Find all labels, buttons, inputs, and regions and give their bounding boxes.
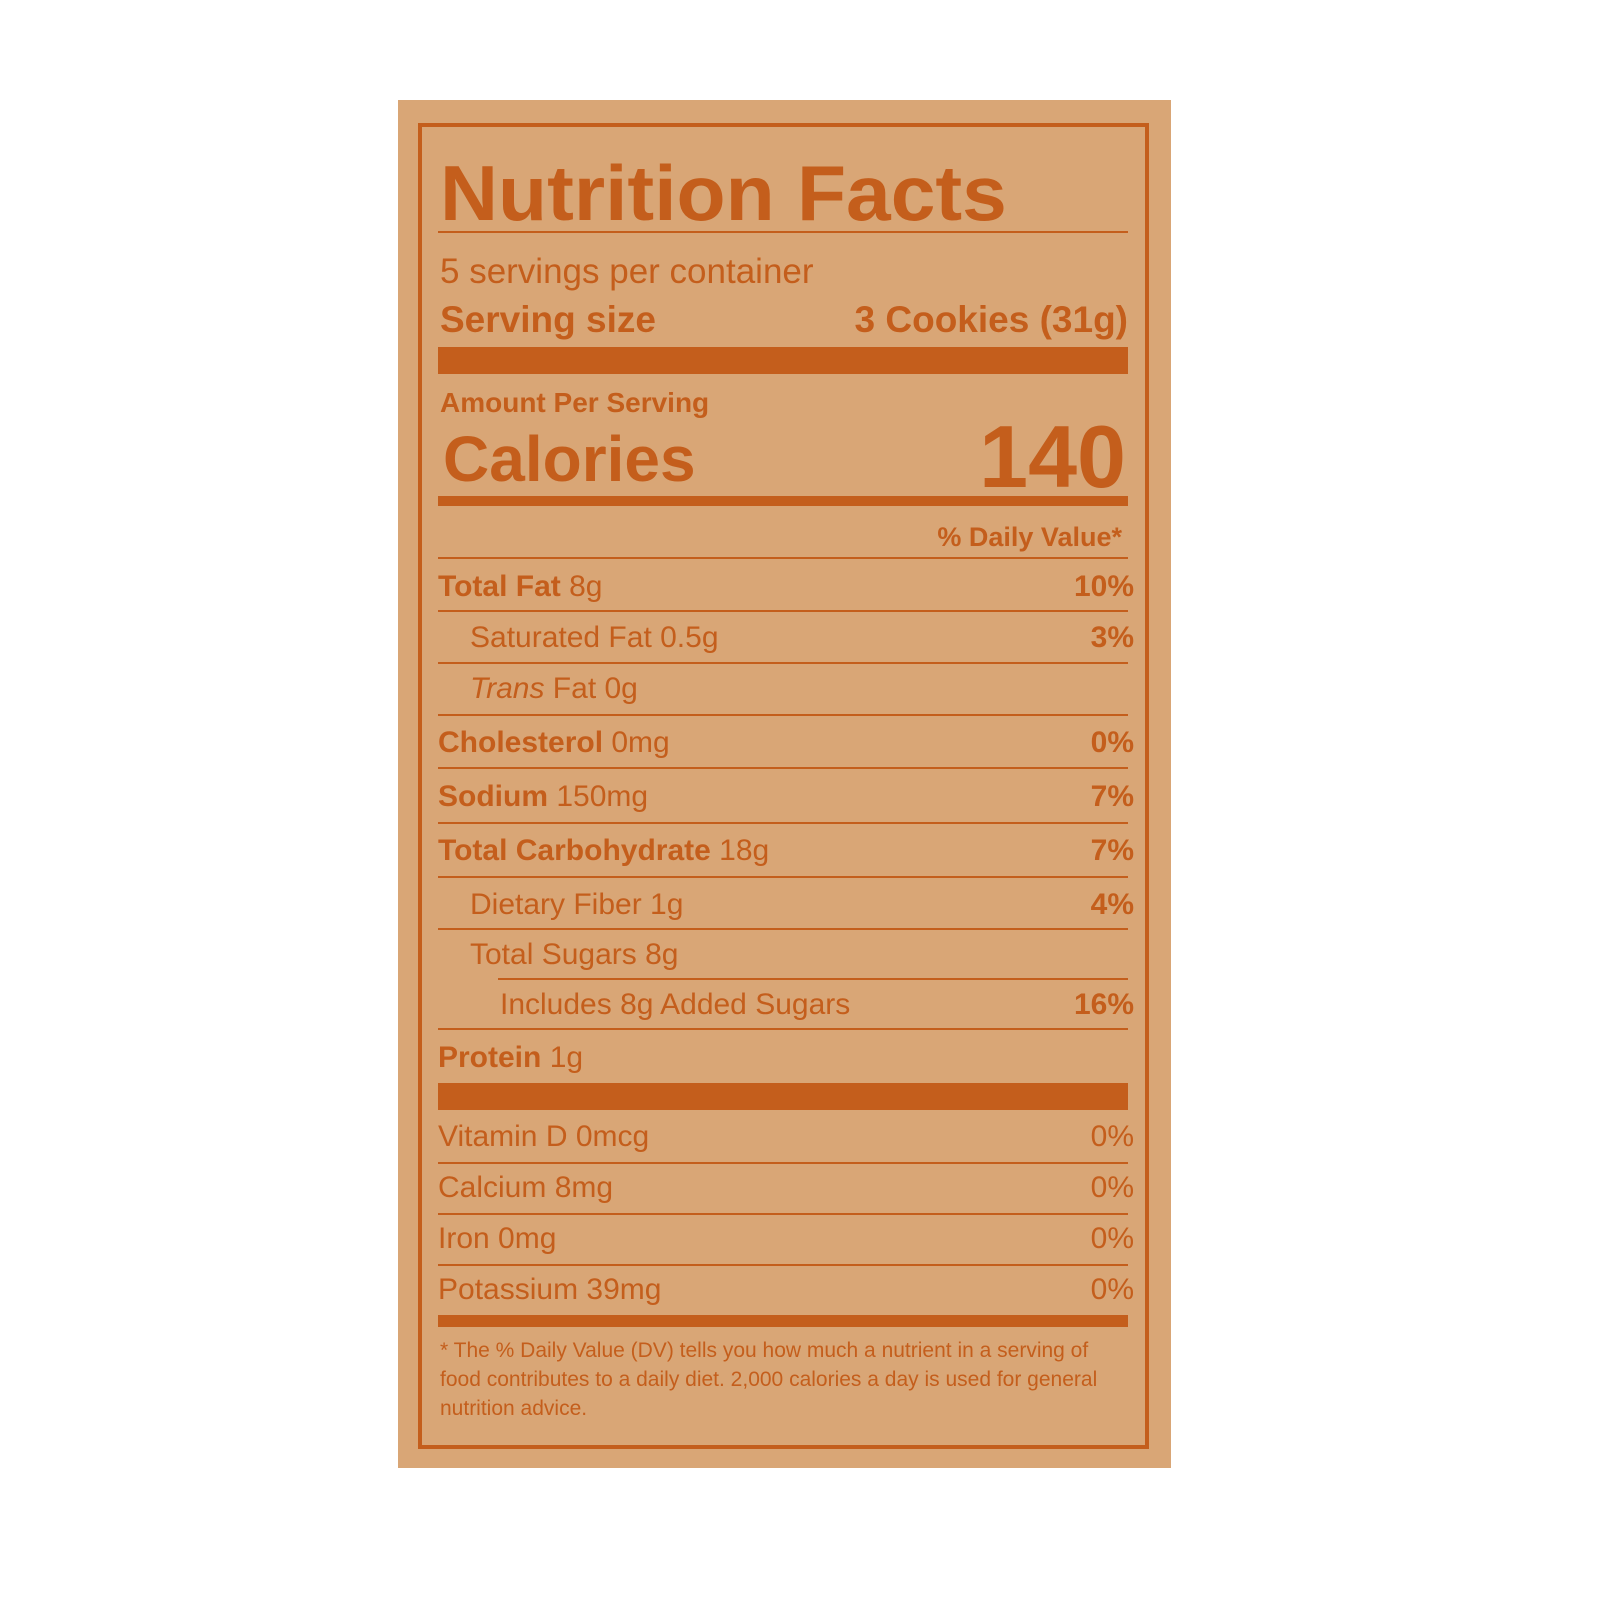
vitamin-row: Calcium 8mg 0% bbox=[438, 1168, 1134, 1208]
vitamin-row: Vitamin D 0mcg 0% bbox=[438, 1117, 1134, 1157]
nutrient-amount: 1g bbox=[541, 1041, 584, 1074]
nutrient-label: Dietary Fiber 1g bbox=[470, 885, 683, 925]
serving-size-value: 3 Cookies (31g) bbox=[854, 299, 1128, 340]
nutrient-label: Trans Fat 0g bbox=[470, 669, 638, 709]
nutrient-row: Includes 8g Added Sugars 16% bbox=[438, 985, 1134, 1025]
nutrient-row: Total Carbohydrate 18g 7% bbox=[438, 831, 1134, 871]
nutrient-amount: 0.5g bbox=[651, 621, 719, 654]
divider bbox=[438, 714, 1128, 716]
servings-per-container: 5 servings per container bbox=[440, 252, 814, 291]
divider bbox=[438, 662, 1128, 664]
vitamin-label: Potassium 39mg bbox=[438, 1273, 662, 1306]
nutrient-daily-value: 7% bbox=[1090, 780, 1134, 813]
divider bbox=[438, 822, 1128, 824]
nutrient-label: Cholesterol 0mg bbox=[438, 723, 670, 763]
nutrient-amount: 1g bbox=[641, 888, 684, 921]
nutrient-label: Protein 1g bbox=[438, 1038, 583, 1078]
nutrient-label: Total Sugars 8g bbox=[470, 935, 678, 975]
divider bbox=[438, 928, 1128, 930]
nutrient-name: Cholesterol bbox=[438, 726, 604, 759]
medium-divider bbox=[438, 496, 1128, 506]
nutrient-daily-value: 10% bbox=[1073, 570, 1134, 603]
nutrient-amount: Fat 0g bbox=[544, 672, 638, 705]
calories-value: 140 bbox=[979, 407, 1126, 506]
divider bbox=[438, 231, 1128, 233]
vitamin-daily-value: 0% bbox=[1090, 1120, 1134, 1153]
label-panel bbox=[398, 100, 1171, 1468]
divider bbox=[438, 1162, 1128, 1164]
vitamin-daily-value: 0% bbox=[1090, 1222, 1134, 1255]
nutrient-amount: 150mg bbox=[548, 780, 649, 813]
nutrient-label: Total Fat 8g bbox=[438, 567, 603, 607]
thick-divider bbox=[438, 1083, 1128, 1110]
vitamin-label: Iron 0mg bbox=[438, 1222, 557, 1255]
vitamin-label: Calcium 8mg bbox=[438, 1171, 614, 1204]
divider bbox=[438, 1264, 1128, 1266]
divider bbox=[438, 1213, 1128, 1215]
nutrient-label: Saturated Fat 0.5g bbox=[470, 618, 719, 658]
nutrient-row: Trans Fat 0g bbox=[438, 669, 1134, 709]
nutrient-name: Trans bbox=[470, 672, 545, 705]
nutrient-name: Total Carbohydrate bbox=[438, 834, 711, 867]
nutrient-label: Sodium 150mg bbox=[438, 777, 648, 817]
footnote: * The % Daily Value (DV) tells you how m… bbox=[440, 1339, 1098, 1420]
divider bbox=[438, 767, 1128, 769]
nutrient-daily-value: 3% bbox=[1090, 621, 1134, 654]
calories-label: Calories bbox=[443, 423, 696, 495]
vitamin-daily-value: 0% bbox=[1090, 1171, 1134, 1204]
divider bbox=[438, 557, 1128, 559]
thick-divider bbox=[438, 347, 1128, 374]
label-title: Nutrition Facts bbox=[440, 149, 1007, 237]
serving-size-label: Serving size bbox=[440, 299, 656, 340]
label-border bbox=[418, 123, 1149, 1449]
nutrient-amount: 8g bbox=[636, 938, 679, 971]
nutrient-name: Total Sugars bbox=[470, 938, 637, 971]
divider bbox=[438, 1028, 1128, 1030]
nutrient-daily-value: 4% bbox=[1090, 888, 1134, 921]
nutrient-row: Cholesterol 0mg 0% bbox=[438, 723, 1134, 763]
nutrient-row: Saturated Fat 0.5g 3% bbox=[438, 618, 1134, 658]
nutrient-name: Protein bbox=[438, 1041, 542, 1074]
nutrient-label: Includes 8g Added Sugars bbox=[500, 985, 850, 1025]
nutrient-amount: 18g bbox=[710, 834, 770, 867]
nutrient-name: Includes 8g Added Sugars bbox=[500, 988, 851, 1021]
divider bbox=[438, 610, 1128, 612]
nutrient-amount: 8g bbox=[560, 570, 603, 603]
nutrient-name: Saturated Fat bbox=[470, 621, 652, 654]
nutrient-row: Total Fat 8g 10% bbox=[438, 567, 1134, 607]
nutrient-label: Total Carbohydrate 18g bbox=[438, 831, 769, 871]
nutrient-daily-value: 7% bbox=[1090, 834, 1134, 867]
nutrient-row: Protein 1g bbox=[438, 1038, 1134, 1078]
nutrient-name: Dietary Fiber bbox=[470, 888, 642, 921]
nutrient-name: Total Fat bbox=[438, 570, 561, 603]
divider bbox=[438, 876, 1128, 878]
daily-value-header: % Daily Value* bbox=[937, 522, 1122, 552]
nutrient-daily-value: 16% bbox=[1073, 988, 1134, 1021]
medium-divider bbox=[438, 1315, 1128, 1327]
nutrient-row: Dietary Fiber 1g 4% bbox=[438, 885, 1134, 925]
nutrient-row: Total Sugars 8g bbox=[438, 935, 1134, 975]
amount-per-serving: Amount Per Serving bbox=[440, 387, 710, 418]
divider bbox=[498, 978, 1128, 980]
vitamin-row: Potassium 39mg 0% bbox=[438, 1270, 1134, 1310]
vitamin-row: Iron 0mg 0% bbox=[438, 1219, 1134, 1259]
vitamin-label: Vitamin D 0mcg bbox=[438, 1120, 650, 1153]
nutrient-name: Sodium bbox=[438, 780, 548, 813]
nutrient-row: Sodium 150mg 7% bbox=[438, 777, 1134, 817]
vitamin-daily-value: 0% bbox=[1090, 1273, 1134, 1306]
nutrient-daily-value: 0% bbox=[1090, 726, 1134, 759]
nutrient-amount: 0mg bbox=[603, 726, 670, 759]
